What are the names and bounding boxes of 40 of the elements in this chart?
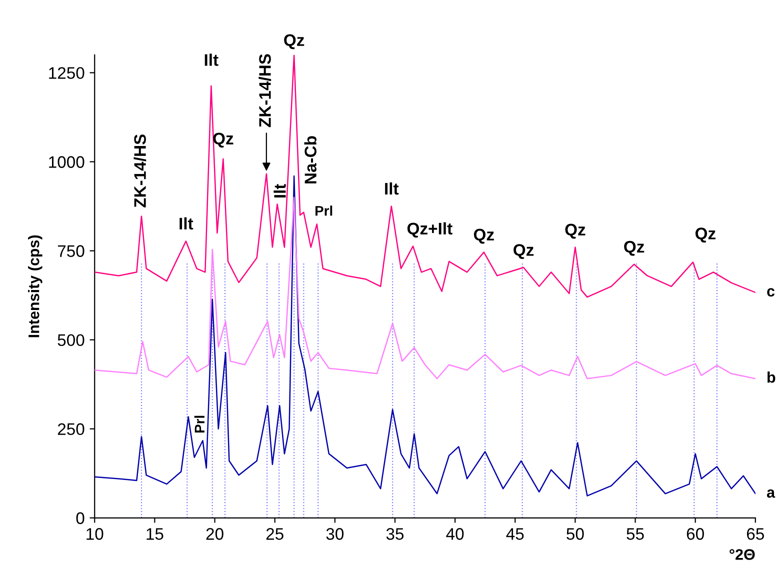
y-tick-label: 0 (76, 512, 84, 524)
y-tick-label: 1250 (49, 67, 84, 79)
annotation: Qz (284, 34, 304, 50)
line-series (94, 54, 756, 298)
annotation: Prl (315, 206, 332, 216)
x-axis-title: °2Θ (730, 549, 755, 560)
annotation: Qz (514, 244, 534, 260)
annotation: Qz (565, 224, 586, 239)
annotation: Qz (624, 240, 644, 256)
annotation: Ilt (274, 184, 286, 198)
x-tick-label: 30 (326, 528, 344, 540)
x-tick-label: 50 (566, 528, 584, 540)
annotation: Prl (194, 416, 204, 432)
x-tick-label: 35 (386, 528, 404, 540)
x-tick-label: 45 (506, 528, 524, 540)
x-tick-label: 65 (746, 528, 764, 540)
annotation: Qz+Ilt (407, 222, 452, 238)
x-tick-label: 20 (206, 528, 224, 540)
annotation: Qz (695, 228, 716, 243)
x-tick-label: 55 (626, 528, 644, 540)
x-tick-label: 60 (686, 528, 704, 540)
y-tick-label: 750 (58, 245, 84, 257)
y-tick-label: 250 (58, 423, 84, 436)
y-tick-label: 500 (58, 334, 84, 346)
x-tick-label: 10 (86, 528, 104, 540)
x-tick-label: 15 (146, 528, 164, 540)
annotation: a (766, 489, 776, 498)
x-tick-label: 40 (446, 528, 464, 540)
annotation: Ilt (204, 54, 218, 66)
annotation: Qz (474, 228, 494, 244)
y-tick-label: 1000 (49, 156, 84, 168)
annotation: c (767, 288, 775, 297)
annotation: ZK-14/HS (258, 54, 272, 128)
x-tick-label: 25 (266, 528, 284, 540)
y-axis-title: Intensity (cps) (28, 235, 42, 338)
annotation: Na-Cb (304, 136, 316, 184)
annotation: b (768, 372, 776, 383)
annotation: Ilt (385, 182, 399, 195)
annotation: Ilt (180, 217, 194, 230)
annotation: ZK-14/HS (134, 134, 146, 208)
